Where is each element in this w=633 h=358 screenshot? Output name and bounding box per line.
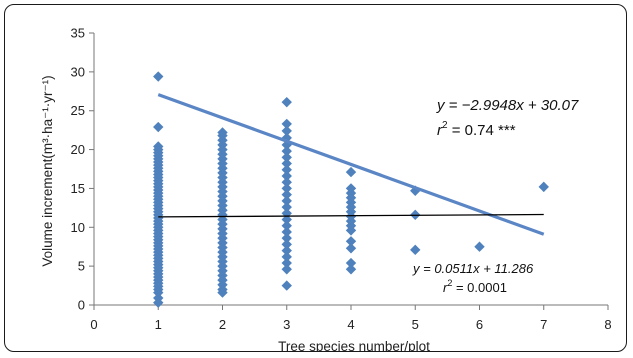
data-point [281,226,292,238]
r2-exponent-lower: 2 [447,278,452,288]
trend-lines [157,93,545,236]
y-axis-title: Volume increment(m³·ha⁻¹·yr⁻¹) [40,75,55,266]
y-tick-label: 5 [78,259,85,274]
data-point [281,264,292,275]
data-point [281,96,292,108]
data-point [281,158,292,169]
y-tick-label: 0 [78,298,85,313]
data-point [281,125,292,137]
data-point [281,139,292,151]
equation-upper-text: y = −2.9948x + 30.07 [436,97,579,114]
data-point [281,164,292,175]
y-tick-label: 25 [71,103,85,118]
data-point [281,232,292,244]
data-point [281,177,292,188]
svg-text:y = −2.9948x + 30.07: y = −2.9948x + 30.07 [436,97,579,114]
y-tick-label: 10 [71,220,85,235]
data-point [345,264,357,275]
x-tick-label: 4 [347,317,354,332]
data-point [281,118,292,130]
data-point [345,243,357,254]
r2-value-upper: = 0.74 *** [448,122,516,139]
data-point [281,145,292,157]
data-point [345,225,357,236]
x-tick-label: 0 [90,317,97,332]
data-point [281,195,292,207]
data-point [410,244,421,256]
x-tick-label: 1 [155,317,162,332]
data-point [345,236,357,247]
trend-equation-lower: y = 0.0511x + 11.286 r2 = 0.0001 [412,261,534,295]
x-tick-label: 8 [604,317,611,332]
data-point [153,297,164,308]
y-tick-label: 15 [71,181,85,196]
data-point [217,287,228,298]
svg-text:r2 = 0.0001: r2 = 0.0001 [443,278,507,295]
data-point [153,71,164,82]
data-point [281,201,292,213]
r2-symbol-upper: r [437,122,443,139]
scatter-chart: 0 5 10 15 20 25 30 35 0 1 2 3 4 5 6 7 8 Volume incremen… [40,26,612,352]
data-point [345,166,357,178]
y-tick-label: 20 [71,142,85,157]
x-tick-label: 3 [283,317,290,332]
data-points [153,71,549,308]
data-point [281,183,292,194]
data-point [281,280,292,291]
y-tick-labels: 0 5 10 15 20 25 30 35 [71,26,94,313]
y-tick-label: 30 [71,64,85,79]
data-point [281,170,292,182]
data-point [281,214,292,225]
equation-lower-text: y = 0.0511x + 11.286 [412,261,534,276]
x-axis-title: Tree species number/plot [278,339,430,352]
data-point [538,181,549,193]
x-tick-label: 7 [540,317,547,332]
data-point [281,239,292,250]
data-point [281,245,292,256]
svg-text:r2 = 0.74 ***: r2 = 0.74 *** [437,120,516,139]
r2-symbol-lower: r [443,280,448,295]
data-point [281,257,292,269]
data-point [281,152,292,163]
x-tick-label: 2 [219,317,226,332]
data-point [153,287,164,298]
trend-equation-upper: y = −2.9948x + 30.07 r2 = 0.74 *** [436,97,579,139]
x-tick-label: 5 [412,317,419,332]
x-tick-label: 6 [476,317,483,332]
y-tick-label: 35 [71,26,85,41]
trend-line-decreasing [157,93,545,236]
data-point [345,257,357,269]
svg-text:y = 0.0511x + 11.286: y = 0.0511x + 11.286 [412,261,534,276]
data-point [153,121,164,133]
data-point [281,251,292,263]
trend-line-flat [158,213,544,218]
data-point [281,220,292,231]
x-tick-labels: 0 1 2 3 4 5 6 7 8 [90,305,612,332]
r2-value-lower: = 0.0001 [452,280,507,295]
data-point [281,189,292,200]
data-point [474,241,485,252]
chart-frame: 0 5 10 15 20 25 30 35 0 1 2 3 4 5 6 7 8 Volume incremen… [4,4,627,352]
r2-exponent-upper: 2 [442,120,448,131]
